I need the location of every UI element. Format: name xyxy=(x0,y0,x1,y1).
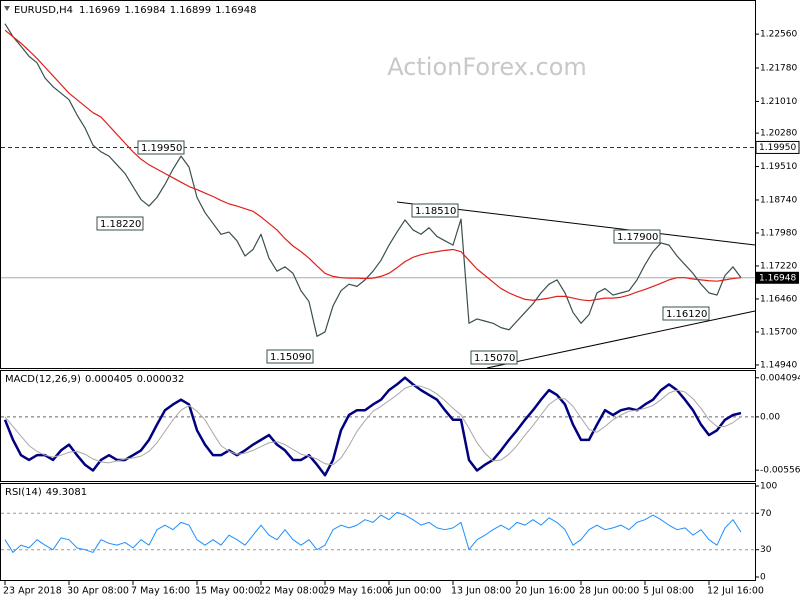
price-panel-frame xyxy=(0,0,756,369)
rsi-title: RSI(14) xyxy=(5,487,42,498)
x-tick-label: 30 Apr 08:00 xyxy=(67,586,129,597)
annotation-box xyxy=(137,140,185,155)
annotation-label: 1.18220 xyxy=(100,219,141,230)
y-tick-label: 30 xyxy=(760,545,772,555)
series-line xyxy=(4,29,742,302)
y-tick-label: 1.21010 xyxy=(760,97,797,107)
y-tick-label: 100 xyxy=(760,482,777,492)
annotation-box xyxy=(662,306,710,321)
x-tick-label: 7 May 16:00 xyxy=(131,586,190,597)
close: 1.16948 xyxy=(215,5,256,16)
series-line xyxy=(4,23,742,337)
annotation-box xyxy=(96,216,144,231)
series-line xyxy=(4,511,742,553)
last-price-box xyxy=(756,271,799,284)
rsi-panel-frame xyxy=(0,483,756,581)
y-tick-label: 1.22560 xyxy=(760,30,797,40)
watermark: ActionForex.com xyxy=(387,53,587,81)
x-tick-label: 13 Jun 08:00 xyxy=(451,586,511,597)
y-tick-label: 1.16460 xyxy=(760,294,797,304)
y-tick-label: 1.17980 xyxy=(760,228,797,238)
x-tick-label: 29 May 16:00 xyxy=(323,586,388,597)
y-tick-label: 1.20280 xyxy=(760,129,797,139)
rsi-header: RSI(14) 49.3081 xyxy=(5,487,87,498)
annotation-label: 1.15090 xyxy=(270,352,311,363)
y-tick-label: 0 xyxy=(760,573,766,583)
y-tick-label: 1.17220 xyxy=(760,261,797,271)
annotation-label: 1.16120 xyxy=(666,309,707,320)
annotation-box xyxy=(266,349,314,364)
macd-header: MACD(12,26,9) 0.000405 0.000032 xyxy=(5,374,184,385)
x-tick-label: 23 Apr 2018 xyxy=(3,586,62,597)
triangle-lower-line xyxy=(486,310,756,369)
series-line xyxy=(4,384,742,466)
resistance-label-box xyxy=(755,140,800,154)
signal-last: 0.000032 xyxy=(137,374,185,385)
symbol: EURUSD,H4 xyxy=(14,5,73,16)
y-tick-label: 0.004094 xyxy=(760,373,800,383)
y-tick-label: 1.18740 xyxy=(760,195,797,205)
annotation-label: 1.15070 xyxy=(474,353,515,364)
y-tick-label: 1.21780 xyxy=(760,63,797,73)
annotation-box xyxy=(613,229,661,244)
macd-title: MACD(12,26,9) xyxy=(5,374,81,385)
x-tick-label: 5 Jul 08:00 xyxy=(643,586,694,597)
y-tick-label: 0.00 xyxy=(760,412,780,422)
x-tick-label: 6 Jun 00:00 xyxy=(387,586,441,597)
x-tick-label: 28 Jun 00:00 xyxy=(579,586,639,597)
symbol-icon xyxy=(4,6,10,11)
open: 1.16969 xyxy=(79,5,120,16)
last-price-label: 1.16948 xyxy=(759,273,796,283)
annotation-label: 1.19950 xyxy=(141,143,182,154)
macd-panel-frame xyxy=(0,370,756,482)
y-tick-label: 1.19510 xyxy=(760,162,797,172)
high: 1.16984 xyxy=(124,5,165,16)
resistance-label: 1.19950 xyxy=(759,143,796,153)
annotation-box xyxy=(470,350,518,365)
y-tick-label: 1.15700 xyxy=(760,327,797,337)
price-header: EURUSD,H4 1.16969 1.16984 1.16899 1.16948 xyxy=(14,5,256,16)
low: 1.16899 xyxy=(170,5,211,16)
y-tick-label: 70 xyxy=(760,509,772,519)
x-tick-label: 22 May 08:00 xyxy=(259,586,324,597)
annotation-label: 1.17900 xyxy=(617,232,658,243)
annotation-label: 1.18510 xyxy=(415,206,456,217)
x-tick-label: 12 Jul 16:00 xyxy=(707,586,764,597)
rsi-last: 49.3081 xyxy=(46,487,87,498)
x-tick-label: 20 Jun 16:00 xyxy=(515,586,575,597)
y-tick-label: 1.14940 xyxy=(760,360,797,370)
macd-last: 0.000405 xyxy=(85,374,133,385)
y-tick-label: -0.005568 xyxy=(760,466,800,476)
x-tick-label: 15 May 00:00 xyxy=(195,586,260,597)
annotation-box xyxy=(411,203,459,218)
